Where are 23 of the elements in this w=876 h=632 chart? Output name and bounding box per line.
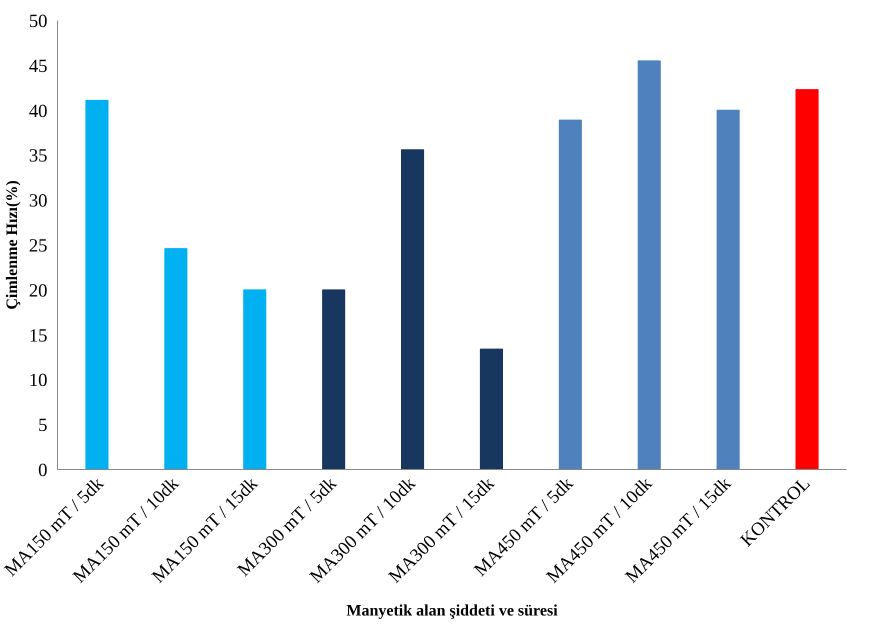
bar xyxy=(480,348,503,470)
x-axis-title: Manyetik alan şiddeti ve süresi xyxy=(346,602,558,620)
y-tick-label: 10 xyxy=(28,370,48,392)
y-tick-label: 35 xyxy=(28,146,48,167)
bar xyxy=(322,289,346,470)
bar xyxy=(558,120,582,470)
y-tick-label: 50 xyxy=(28,11,48,32)
y-tick-label: 20 xyxy=(28,280,48,302)
bar xyxy=(716,110,740,470)
y-tick-label: 40 xyxy=(28,100,48,122)
bar xyxy=(638,60,661,470)
y-tick-label: 0 xyxy=(38,460,48,481)
bar xyxy=(85,100,108,470)
y-tick-label: 5 xyxy=(38,415,48,436)
bar xyxy=(164,248,188,470)
bar xyxy=(401,149,424,470)
y-axis-title: Çimlenme Hızı(%) xyxy=(4,180,21,310)
bar xyxy=(796,89,819,470)
y-tick-label: 15 xyxy=(28,325,48,346)
y-tick-label: 30 xyxy=(28,190,48,212)
bar xyxy=(243,289,266,470)
y-tick-label: 45 xyxy=(28,56,48,77)
y-tick-label: 25 xyxy=(28,236,48,256)
